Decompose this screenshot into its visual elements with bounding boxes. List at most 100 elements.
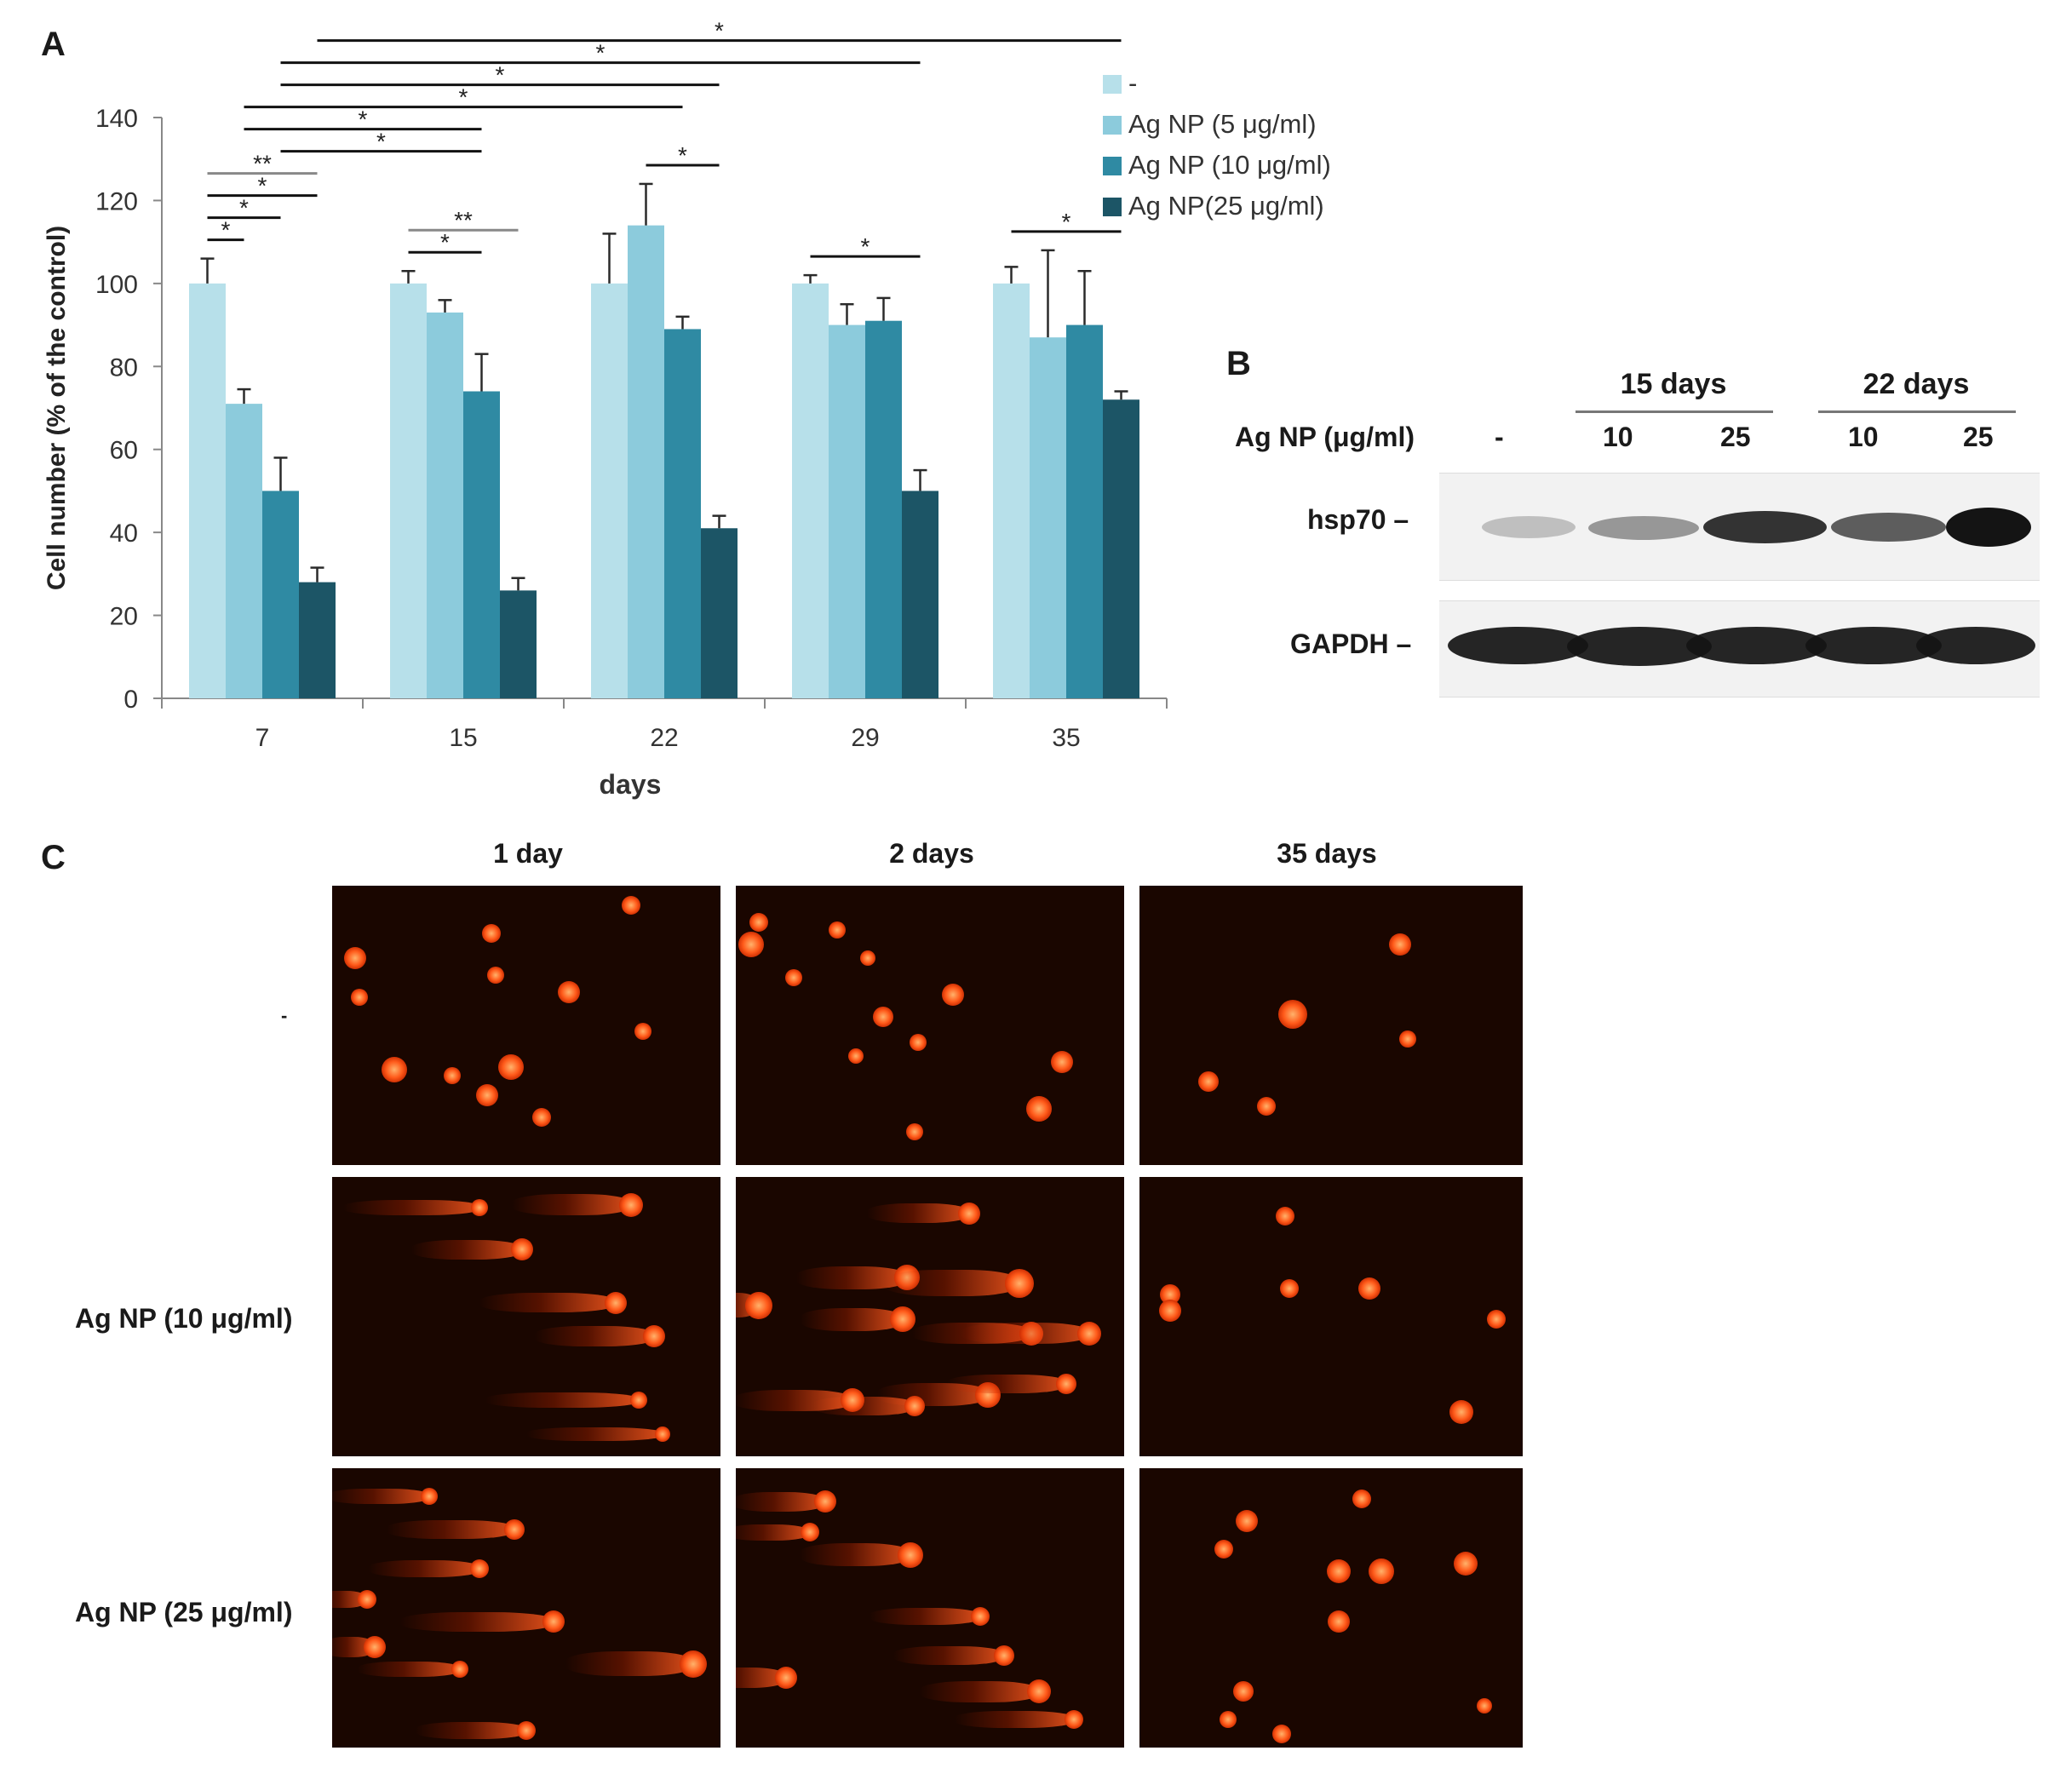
comet-head (654, 1426, 670, 1442)
panel-label-a: A (41, 26, 66, 63)
comet-head (942, 983, 965, 1006)
comet-head (828, 921, 846, 939)
bar (993, 283, 1030, 698)
comet-tail (736, 1524, 810, 1541)
comet-tail (485, 1392, 640, 1409)
comet-tail (801, 1307, 904, 1331)
comet-col-2-days: 2 days (889, 838, 974, 869)
significance-marker: * (359, 106, 368, 133)
significance-marker: * (239, 195, 249, 221)
comet-tail (343, 1200, 480, 1216)
comet-tail (411, 1239, 523, 1260)
comet-tail (954, 1711, 1074, 1729)
comet-head (971, 1606, 990, 1626)
comet-tail (358, 1662, 461, 1678)
comet-head (643, 1324, 666, 1347)
comet-head (476, 1084, 499, 1106)
comet-head (1214, 1540, 1233, 1559)
panel-label-c: C (41, 839, 66, 876)
comet-head (860, 950, 876, 967)
x-tick-label: 22 (650, 724, 678, 752)
comet-tail (479, 1292, 616, 1313)
comet-head (1271, 1724, 1291, 1743)
bar (829, 324, 865, 698)
comet-head (1368, 1558, 1394, 1585)
bar (1030, 337, 1066, 698)
comet-head (444, 1067, 462, 1085)
hsp70-band-2 (1588, 516, 1699, 540)
comet-tail (919, 1680, 1039, 1702)
comet-tail (416, 1722, 526, 1740)
significance-marker: * (596, 40, 606, 66)
comet-head (542, 1610, 565, 1633)
wb-label-gapdh: GAPDH – (1290, 629, 1412, 659)
legend-swatch (1103, 116, 1122, 135)
comet-head (840, 1388, 864, 1413)
comet-micrograph (1139, 886, 1523, 1165)
comet-head (497, 1054, 524, 1081)
wb-lane-2: 10 (1603, 422, 1633, 452)
comet-head (471, 1199, 489, 1217)
bar (664, 329, 701, 698)
comet-head (1477, 1697, 1492, 1713)
comet-head (634, 1022, 651, 1040)
comet-head (1004, 1268, 1034, 1298)
legend-entry: - (1128, 68, 1137, 98)
bar (902, 491, 938, 698)
bar (628, 225, 664, 699)
comet-head (470, 1559, 490, 1579)
bar (226, 404, 262, 698)
comet-tail (535, 1326, 655, 1346)
comet-row-ag-10: Ag NP (10 μg/ml) (75, 1303, 293, 1334)
bar (262, 491, 299, 698)
y-axis-label: Cell number (% of the control) (43, 226, 71, 590)
comet-head (481, 923, 501, 943)
cell-number-bar-chart: 0 20 40 60 80 100 120 140 7 15 22 29 35 days Cell numb… (43, 18, 1331, 800)
y-tick-label: 80 (110, 353, 138, 382)
panel-label-b: B (1226, 345, 1251, 382)
comet-row-control: - (281, 1005, 288, 1026)
significance-marker: * (258, 173, 267, 199)
comet-head (364, 1635, 387, 1658)
bar (189, 283, 226, 698)
comet-head (1055, 1373, 1076, 1394)
significance-marker: * (440, 229, 450, 255)
comet-head (800, 1523, 819, 1542)
legend-swatch (1103, 75, 1122, 94)
comet-micrograph (332, 886, 720, 1165)
comet-tail (399, 1611, 554, 1633)
comet-head (1198, 1071, 1219, 1092)
comet-head (749, 912, 769, 932)
comet-head (1278, 999, 1307, 1029)
comet-head (1328, 1610, 1350, 1633)
bar (792, 283, 829, 698)
comet-head (873, 1007, 894, 1028)
gapdh-blot (1439, 600, 2040, 697)
comet-head (898, 1541, 924, 1568)
y-tick-label: 60 (110, 437, 138, 465)
bar (1066, 324, 1103, 698)
bar (500, 590, 537, 698)
comet-head (1358, 1277, 1380, 1300)
significance-marker: ** (253, 151, 272, 177)
significance-marker: * (715, 18, 724, 44)
comet-micrograph (736, 886, 1124, 1165)
bar (591, 283, 628, 698)
comet-head (517, 1721, 536, 1741)
comet-col-1-day: 1 day (493, 838, 563, 869)
y-tick-label: 20 (110, 603, 138, 631)
comet-head (785, 969, 803, 987)
wb-label-hsp70: hsp70 – (1307, 504, 1409, 535)
comet-head (451, 1661, 469, 1679)
y-tick-label: 140 (95, 105, 138, 133)
comet-tail (893, 1645, 1004, 1665)
gapdh-band-5 (1916, 627, 2035, 664)
comet-head (890, 1306, 916, 1333)
comet-head (350, 989, 368, 1007)
comet-tail (387, 1520, 515, 1539)
comet-head (910, 1033, 927, 1051)
comet-head (1076, 1321, 1101, 1346)
legend-entry: Ag NP (5 μg/ml) (1128, 109, 1317, 139)
comet-head (381, 1057, 407, 1083)
comet-head (1219, 1711, 1237, 1729)
